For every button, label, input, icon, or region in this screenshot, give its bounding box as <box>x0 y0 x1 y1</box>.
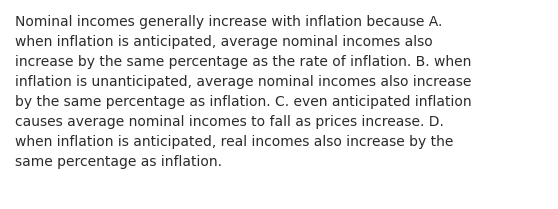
Text: Nominal incomes generally increase with inflation because A.
when inflation is a: Nominal incomes generally increase with … <box>15 15 472 169</box>
